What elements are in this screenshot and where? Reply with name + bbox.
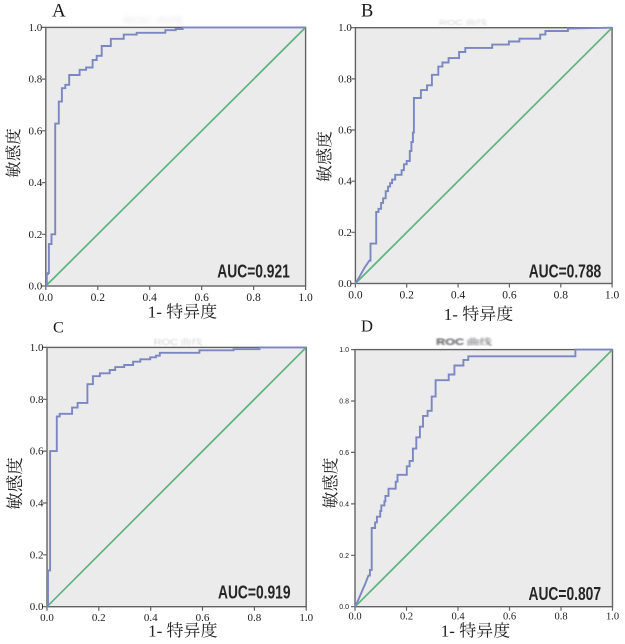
svg-text:0.6: 0.6 — [503, 612, 516, 623]
svg-text:1.0: 1.0 — [298, 292, 313, 304]
svg-text:0.8: 0.8 — [248, 612, 262, 624]
svg-text:0.0: 0.0 — [40, 612, 54, 624]
svg-text:D: D — [361, 317, 373, 336]
svg-text:AUC=0.921: AUC=0.921 — [217, 261, 290, 282]
svg-text:B: B — [361, 2, 373, 22]
svg-text:0.6: 0.6 — [339, 450, 349, 457]
svg-text:AUC=0.788: AUC=0.788 — [529, 261, 602, 282]
svg-text:0.4: 0.4 — [30, 498, 44, 510]
svg-text:0.2: 0.2 — [29, 229, 43, 241]
svg-text:0.4: 0.4 — [451, 290, 466, 302]
svg-text:1-: 1- — [148, 621, 166, 640]
svg-text:0.6: 0.6 — [29, 125, 43, 137]
svg-text:0.0: 0.0 — [30, 601, 44, 613]
svg-text:0.0: 0.0 — [338, 278, 352, 290]
svg-text:0.4: 0.4 — [143, 292, 158, 304]
svg-text:1.0: 1.0 — [299, 612, 313, 624]
svg-text:ROC: ROC — [439, 19, 463, 27]
svg-text:0.4: 0.4 — [29, 177, 43, 189]
svg-text:0.4: 0.4 — [339, 501, 349, 508]
svg-text:0.8: 0.8 — [338, 73, 352, 85]
svg-text:1-: 1- — [441, 622, 459, 641]
svg-text:0.8: 0.8 — [339, 399, 349, 406]
svg-text:1.0: 1.0 — [606, 612, 619, 623]
svg-text:0.4: 0.4 — [338, 176, 352, 188]
svg-text:0.8: 0.8 — [29, 74, 43, 86]
svg-text:A: A — [52, 1, 66, 22]
svg-text:1.0: 1.0 — [29, 22, 43, 34]
svg-text:0.2: 0.2 — [338, 227, 352, 239]
svg-text:0.8: 0.8 — [554, 290, 569, 302]
svg-text:0.8: 0.8 — [554, 612, 567, 623]
svg-text:AUC=0.919: AUC=0.919 — [218, 582, 291, 603]
svg-text:0.0: 0.0 — [339, 604, 349, 611]
svg-text:0.6: 0.6 — [338, 125, 352, 137]
svg-text:1-: 1- — [444, 305, 462, 324]
svg-text:C: C — [53, 317, 64, 336]
svg-text:ROC: ROC — [436, 338, 464, 348]
svg-text:0.8: 0.8 — [246, 292, 261, 304]
svg-text:0.6: 0.6 — [196, 612, 210, 624]
svg-text:0.2: 0.2 — [30, 549, 44, 561]
svg-text:1.0: 1.0 — [339, 347, 349, 354]
svg-text:0.4: 0.4 — [144, 612, 158, 624]
svg-text:0.2: 0.2 — [91, 292, 106, 304]
svg-text:0.0: 0.0 — [348, 290, 363, 302]
svg-text:0.4: 0.4 — [451, 612, 465, 623]
svg-text:AUC=0.807: AUC=0.807 — [529, 583, 602, 604]
svg-text:1.0: 1.0 — [605, 290, 620, 302]
svg-text:ROC: ROC — [154, 338, 179, 347]
svg-text:0.2: 0.2 — [400, 612, 413, 623]
svg-text:0.6: 0.6 — [502, 290, 517, 302]
svg-text:0.2: 0.2 — [339, 553, 349, 560]
svg-text:0.8: 0.8 — [30, 394, 44, 406]
svg-text:0.0: 0.0 — [29, 281, 43, 293]
svg-text:0.2: 0.2 — [400, 290, 415, 302]
svg-text:0.0: 0.0 — [348, 612, 361, 623]
svg-text:0.0: 0.0 — [39, 292, 54, 304]
svg-text:1-: 1- — [148, 303, 166, 322]
svg-text:1.0: 1.0 — [338, 22, 352, 34]
svg-text:ROC: ROC — [123, 15, 153, 27]
svg-text:0.6: 0.6 — [195, 292, 210, 304]
svg-text:1.0: 1.0 — [30, 342, 44, 354]
svg-text:0.6: 0.6 — [30, 446, 44, 458]
svg-text:0.2: 0.2 — [92, 612, 106, 624]
